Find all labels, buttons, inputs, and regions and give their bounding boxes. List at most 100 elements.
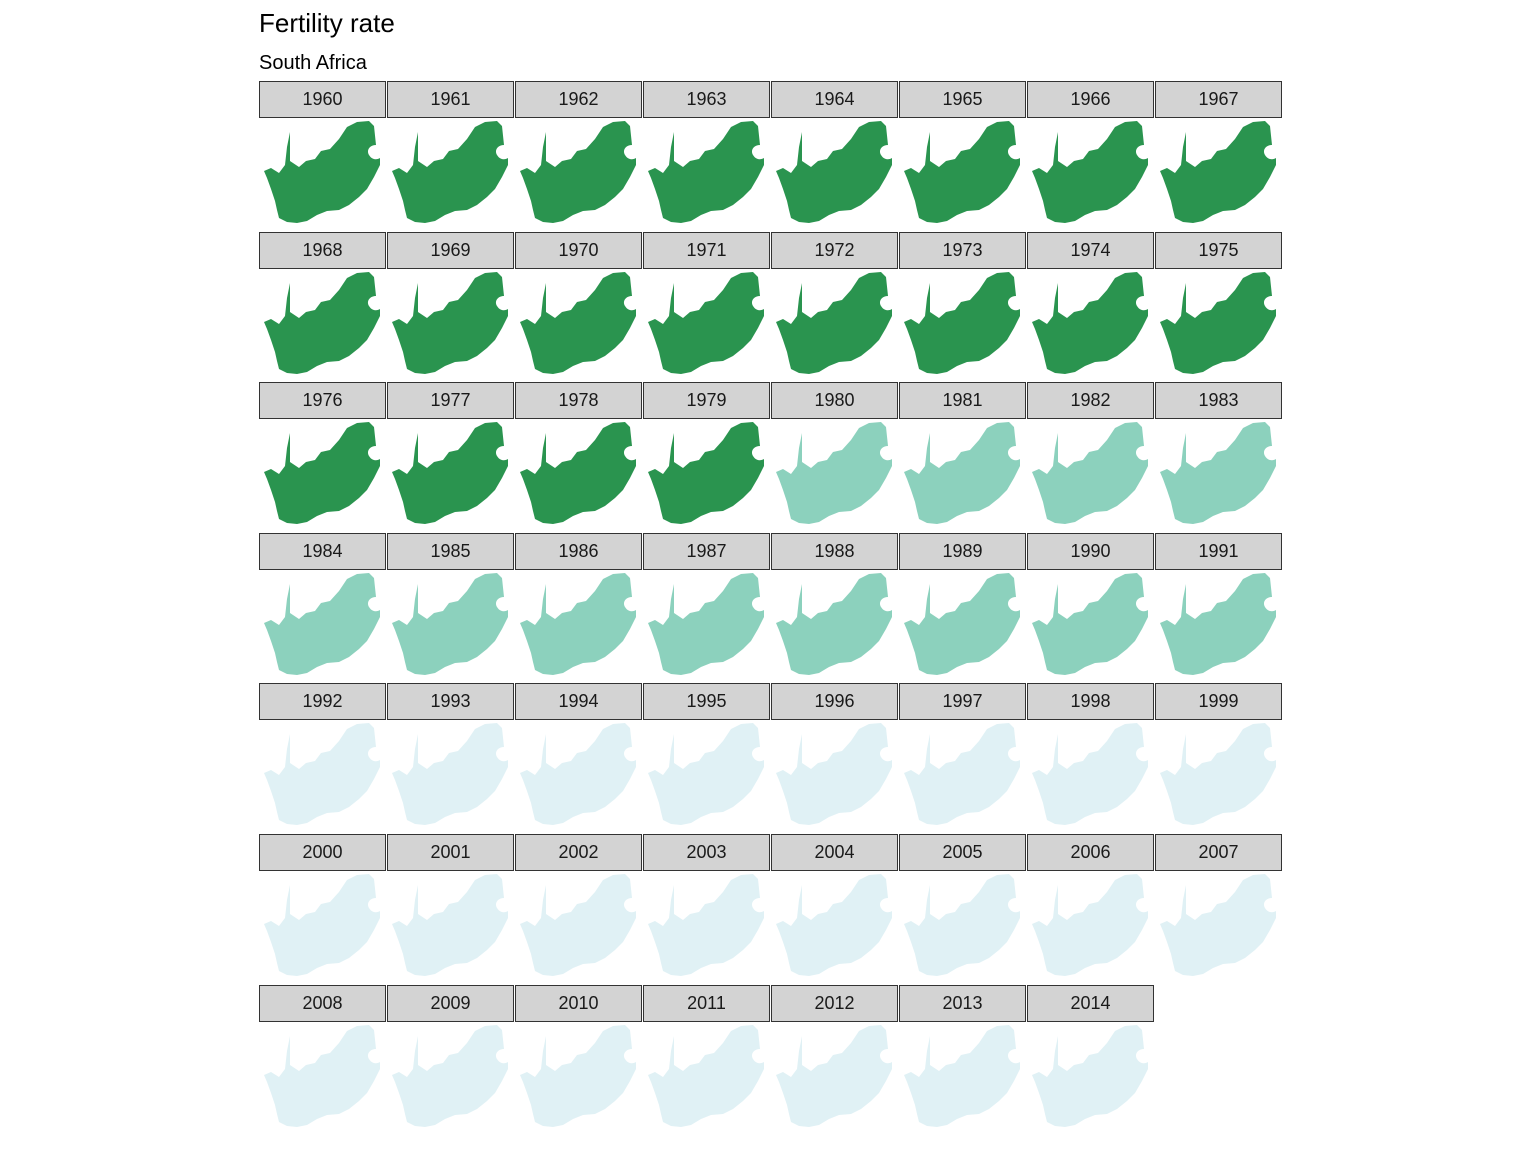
facet-map-1973 bbox=[904, 271, 1020, 374]
country-shape-1966 bbox=[1032, 121, 1148, 223]
country-shape-2000 bbox=[264, 874, 380, 976]
facet-strip-1969: 1969 bbox=[387, 231, 514, 269]
facet-map-1969 bbox=[392, 271, 508, 374]
country-shape-1995 bbox=[648, 723, 764, 826]
country-shape-2008 bbox=[264, 1024, 380, 1127]
facet-strip-2004: 2004 bbox=[771, 834, 898, 871]
country-shape-2006 bbox=[1032, 874, 1148, 976]
country-shape-1970 bbox=[520, 271, 636, 374]
facet-strip-1993: 1993 bbox=[387, 683, 514, 721]
facet-strip-1968: 1968 bbox=[259, 231, 386, 269]
facet-map-2000 bbox=[264, 874, 380, 976]
facet-map-1978 bbox=[520, 422, 636, 525]
facet-map-2009 bbox=[392, 1024, 508, 1127]
facet-strip-1992: 1992 bbox=[259, 683, 386, 721]
facet-map-1965 bbox=[904, 121, 1020, 223]
facet-map-1991 bbox=[1160, 572, 1276, 675]
facet-strip-1971: 1971 bbox=[643, 231, 770, 269]
facet-strip-1978: 1978 bbox=[515, 382, 642, 420]
country-shape-1961 bbox=[392, 121, 508, 223]
country-shape-1980 bbox=[776, 422, 892, 525]
chart-subtitle: South Africa bbox=[259, 52, 367, 74]
facet-strip-2011: 2011 bbox=[643, 984, 770, 1022]
facet-map-1988 bbox=[776, 572, 892, 675]
country-shape-1987 bbox=[648, 572, 764, 675]
facet-map-2013 bbox=[904, 1024, 1020, 1127]
country-shape-1989 bbox=[904, 572, 1020, 675]
country-shape-1997 bbox=[904, 723, 1020, 826]
facet-map-1985 bbox=[392, 572, 508, 675]
country-shape-1978 bbox=[520, 422, 636, 525]
country-shape-1981 bbox=[904, 422, 1020, 525]
facet-strip-1976: 1976 bbox=[259, 382, 386, 420]
facet-map-1984 bbox=[264, 572, 380, 675]
facet-map-2010 bbox=[520, 1024, 636, 1127]
facet-strip-1966: 1966 bbox=[1027, 81, 1154, 118]
country-shape-2004 bbox=[776, 874, 892, 976]
facet-strip-1972: 1972 bbox=[771, 231, 898, 269]
country-shape-1990 bbox=[1032, 572, 1148, 675]
facet-map-1977 bbox=[392, 422, 508, 525]
facet-map-2001 bbox=[392, 874, 508, 976]
facet-strip-1964: 1964 bbox=[771, 81, 898, 118]
facet-map-1971 bbox=[648, 271, 764, 374]
facet-strip-1961: 1961 bbox=[387, 81, 514, 118]
country-shape-2002 bbox=[520, 874, 636, 976]
facet-strip-2012: 2012 bbox=[771, 984, 898, 1022]
country-shape-1998 bbox=[1032, 723, 1148, 826]
facet-map-2002 bbox=[520, 874, 636, 976]
facet-strip-1990: 1990 bbox=[1027, 532, 1154, 570]
facet-strip-2007: 2007 bbox=[1155, 834, 1282, 871]
facet-map-1968 bbox=[264, 271, 380, 374]
country-shape-1994 bbox=[520, 723, 636, 826]
facet-strip-1989: 1989 bbox=[899, 532, 1026, 570]
country-shape-1960 bbox=[264, 121, 380, 223]
country-shape-2009 bbox=[392, 1024, 508, 1127]
facet-strip-1996: 1996 bbox=[771, 683, 898, 721]
country-shape-1986 bbox=[520, 572, 636, 675]
country-shape-1982 bbox=[1032, 422, 1148, 525]
facet-strip-1980: 1980 bbox=[771, 382, 898, 420]
facet-strip-2009: 2009 bbox=[387, 984, 514, 1022]
country-shape-1968 bbox=[264, 271, 380, 374]
facet-strip-2005: 2005 bbox=[899, 834, 1026, 871]
country-shape-2012 bbox=[776, 1024, 892, 1127]
facet-strip-1985: 1985 bbox=[387, 532, 514, 570]
country-shape-1975 bbox=[1160, 271, 1276, 374]
facet-map-1995 bbox=[648, 723, 764, 826]
facet-strip-1987: 1987 bbox=[643, 532, 770, 570]
country-shape-2003 bbox=[648, 874, 764, 976]
facet-map-1981 bbox=[904, 422, 1020, 525]
facet-strip-1984: 1984 bbox=[259, 532, 386, 570]
country-shape-1973 bbox=[904, 271, 1020, 374]
facet-strip-1982: 1982 bbox=[1027, 382, 1154, 420]
facet-map-1994 bbox=[520, 723, 636, 826]
facet-map-1989 bbox=[904, 572, 1020, 675]
country-shape-1984 bbox=[264, 572, 380, 675]
facet-map-2008 bbox=[264, 1024, 380, 1127]
facet-strip-1998: 1998 bbox=[1027, 683, 1154, 721]
facet-map-1976 bbox=[264, 422, 380, 525]
facet-strip-1997: 1997 bbox=[899, 683, 1026, 721]
facet-strip-1991: 1991 bbox=[1155, 532, 1282, 570]
country-shape-1996 bbox=[776, 723, 892, 826]
facet-strip-1974: 1974 bbox=[1027, 231, 1154, 269]
facet-map-1962 bbox=[520, 121, 636, 223]
facet-strip-2001: 2001 bbox=[387, 834, 514, 871]
facet-strip-1995: 1995 bbox=[643, 683, 770, 721]
country-shape-1991 bbox=[1160, 572, 1276, 675]
facet-strip-2000: 2000 bbox=[259, 834, 386, 871]
facet-strip-2003: 2003 bbox=[643, 834, 770, 871]
facet-strip-1988: 1988 bbox=[771, 532, 898, 570]
facet-map-1972 bbox=[776, 271, 892, 374]
facet-map-2011 bbox=[648, 1024, 764, 1127]
facet-strip-1981: 1981 bbox=[899, 382, 1026, 420]
facet-map-1983 bbox=[1160, 422, 1276, 525]
facet-map-1964 bbox=[776, 121, 892, 223]
facet-strip-1963: 1963 bbox=[643, 81, 770, 118]
facet-strip-2002: 2002 bbox=[515, 834, 642, 871]
facet-map-2003 bbox=[648, 874, 764, 976]
country-shape-2011 bbox=[648, 1024, 764, 1127]
facet-strip-1967: 1967 bbox=[1155, 81, 1282, 118]
